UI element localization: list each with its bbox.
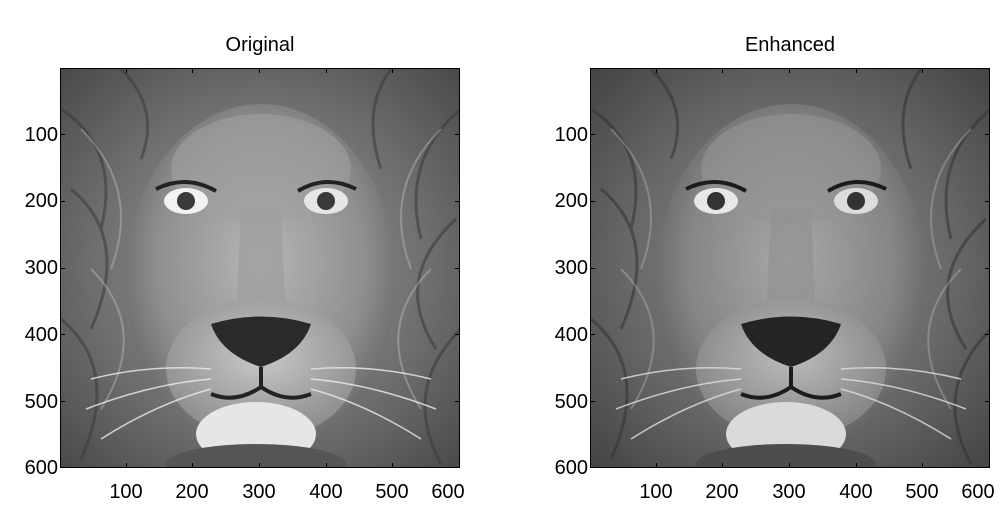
x-tick-label: 300 (242, 481, 276, 503)
y-tick-label: 600 (554, 457, 588, 479)
x-tick-label: 400 (309, 481, 343, 503)
original-title: Original (225, 34, 295, 56)
y-tick-label: 400 (554, 324, 588, 346)
y-tick-label: 100 (554, 124, 588, 146)
y-tick-label: 600 (24, 457, 58, 479)
lion-image-enhanced (591, 69, 989, 467)
y-tick-label: 300 (24, 257, 58, 279)
y-tick-label: 500 (24, 391, 58, 413)
x-tick-label: 200 (705, 481, 739, 503)
x-tick-label: 100 (639, 481, 673, 503)
enhanced-image (590, 68, 990, 468)
enhanced-panel: Enhanced (530, 0, 1008, 520)
x-tick-label: 600 (961, 481, 995, 503)
x-tick-label: 600 (431, 481, 465, 503)
x-tick-label: 400 (839, 481, 873, 503)
lion-image-original (61, 69, 459, 467)
original-image (60, 68, 460, 468)
y-tick-label: 100 (24, 124, 58, 146)
original-panel: Original (0, 0, 500, 520)
x-tick-label: 200 (175, 481, 209, 503)
x-tick-label: 100 (109, 481, 143, 503)
enhanced-title: Enhanced (744, 34, 836, 56)
y-tick-label: 500 (554, 391, 588, 413)
y-tick-label: 200 (24, 190, 58, 212)
y-tick-label: 300 (554, 257, 588, 279)
x-tick-label: 300 (772, 481, 806, 503)
x-tick-label: 500 (375, 481, 409, 503)
y-tick-label: 200 (554, 190, 588, 212)
y-tick-label: 400 (24, 324, 58, 346)
x-tick-label: 500 (905, 481, 939, 503)
